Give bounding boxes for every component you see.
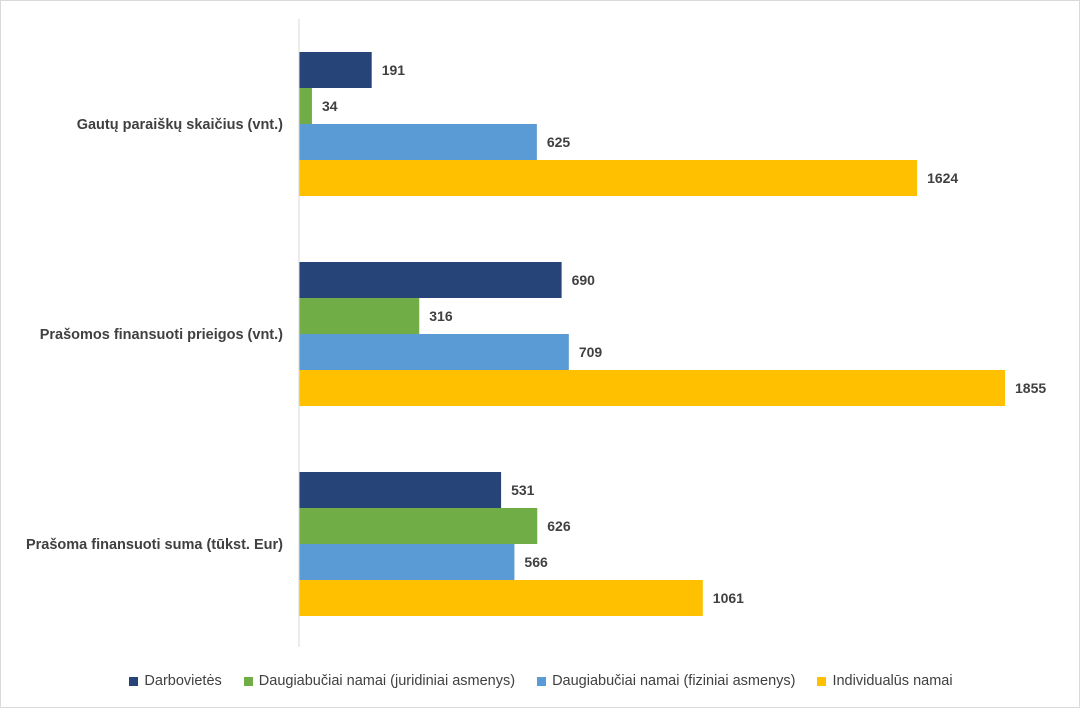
data-label: 626 — [547, 518, 571, 534]
category-label: Gautų paraiškų skaičius (vnt.) — [77, 117, 283, 133]
legend-label: Daugiabučiai namai (fiziniai asmenys) — [552, 673, 796, 689]
legend-label: Individualūs namai — [832, 673, 953, 689]
legend-swatch — [243, 676, 253, 686]
legend: Darbovietės Daugiabučiai namai (juridinia… — [1, 669, 1080, 693]
legend-item: Daugiabučiai namai (fiziniai asmenys) — [537, 673, 795, 689]
legend-item: Individualūs namai — [817, 673, 953, 689]
bar — [299, 472, 502, 508]
legend-swatch — [817, 676, 827, 686]
bar — [299, 580, 703, 616]
bar — [299, 334, 569, 370]
bar — [299, 88, 312, 124]
data-label: 690 — [572, 272, 596, 288]
data-label: 1855 — [1015, 380, 1046, 396]
legend-item: Daugiabučiai namai (juridiniai asmenys) — [243, 673, 516, 689]
bar — [299, 160, 918, 196]
bar — [299, 262, 562, 298]
data-label: 1624 — [927, 170, 958, 186]
category-label: Prašoma finansuoti suma (tūkst. Eur) — [26, 537, 283, 553]
bar — [299, 298, 420, 334]
data-label: 34 — [322, 98, 338, 114]
data-label: 1061 — [713, 590, 744, 606]
labels-layer: Gautų paraiškų skaičius (vnt.) 191 34 625 16… — [26, 62, 1046, 606]
data-label: 316 — [429, 308, 453, 324]
legend-swatch — [129, 676, 139, 686]
data-label: 191 — [382, 62, 406, 78]
bar — [299, 544, 515, 580]
legend-label: Darbovietės — [144, 673, 222, 689]
legend-label: Daugiabučiai namai (juridiniai asmenys) — [258, 673, 516, 689]
legend-swatch — [537, 676, 547, 686]
data-label: 709 — [579, 344, 603, 360]
bar — [299, 124, 537, 160]
bar — [299, 52, 372, 88]
bars-layer — [299, 52, 1005, 616]
bar — [299, 508, 538, 544]
data-label: 625 — [547, 134, 571, 150]
data-label: 566 — [524, 554, 548, 570]
category-label: Prašomos finansuoti prieigos (vnt.) — [40, 327, 283, 343]
legend-item: Darbovietės — [129, 673, 222, 689]
data-label: 531 — [511, 482, 535, 498]
bar — [299, 370, 1005, 406]
